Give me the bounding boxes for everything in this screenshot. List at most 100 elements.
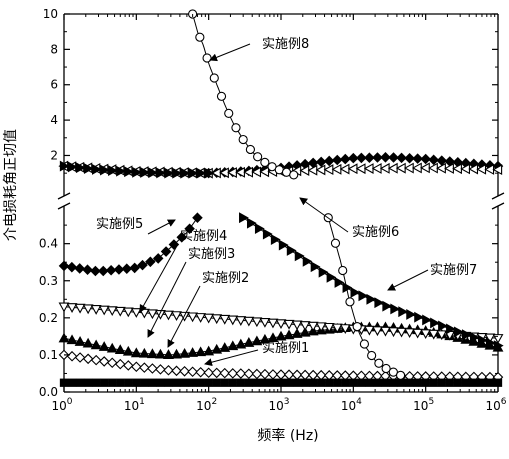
data-point-triangle-left-open [331, 163, 342, 175]
annotation-label: 实施例7 [430, 263, 477, 278]
data-point-circle-open [381, 363, 391, 374]
y-tick-label-lower: 0.3 [39, 274, 58, 288]
y-tick-label-upper: 6 [50, 78, 58, 92]
data-point-square-filled [212, 378, 221, 387]
data-point-diamond-open [155, 364, 166, 375]
data-point-square-filled [373, 378, 382, 387]
data-point-triangle-down-open [114, 306, 126, 317]
data-point-diamond-filled [356, 152, 367, 164]
data-point-triangle-down-open [436, 330, 448, 341]
data-point-triangle-down-open [211, 314, 223, 325]
data-point-diamond-open [114, 358, 126, 370]
data-point-triangle-right-filled [493, 340, 504, 352]
chart-annotations: 实施例8 实施例5 实施例4 实施例3 实施例2 实施例6 实施例7 实施例1 [96, 37, 477, 367]
data-point-circle-open [253, 152, 263, 162]
data-point-triangle-up-filled [98, 341, 110, 351]
data-point-triangle-down-open [299, 321, 311, 331]
data-point-circle-open [238, 134, 248, 145]
series-7 [59, 160, 504, 352]
data-point-triangle-down-open [243, 316, 255, 327]
data-point-diamond-open [227, 368, 239, 379]
data-point-triangle-up-filled [155, 348, 166, 359]
data-point-triangle-down-open [90, 305, 102, 315]
data-point-square-filled [132, 378, 141, 387]
data-point-square-filled [469, 378, 479, 387]
axis-break-mark [57, 202, 71, 210]
annotation-label: 实施例3 [188, 247, 235, 262]
data-point-square-filled [188, 378, 197, 387]
data-point-triangle-right-filled [302, 255, 313, 267]
data-point-circle-open [209, 73, 219, 83]
x-tick-label: 101 [124, 397, 145, 413]
data-point-circle-open [338, 265, 348, 276]
data-point-triangle-up-filled [203, 345, 215, 356]
data-point-square-filled [325, 378, 334, 387]
y-tick-label-upper: 4 [50, 113, 58, 127]
data-point-triangle-right-filled [414, 311, 425, 323]
data-point-triangle-right-filled [75, 162, 86, 174]
chart-ticks: 100 101 102 103 104 105 106 0.0 0.1 0.2 0.3 0.4 2 4 6 8… [39, 7, 507, 413]
data-point-square-filled [276, 378, 286, 387]
data-point-diamond-filled [184, 223, 195, 235]
data-point-triangle-right-filled [294, 250, 305, 262]
data-point-triangle-right-filled [374, 297, 385, 309]
data-point-triangle-left-open [355, 163, 366, 175]
data-point-triangle-right-filled [485, 337, 496, 349]
x-tick-label: 105 [413, 397, 434, 413]
data-point-triangle-down-open [187, 312, 199, 323]
chart-series [58, 9, 504, 387]
data-point-diamond-filled [97, 265, 109, 277]
data-point-square-filled [116, 378, 125, 387]
data-point-diamond-filled [315, 156, 327, 168]
axis-break-mark [491, 192, 505, 200]
axis-break-mark [57, 192, 71, 200]
data-point-triangle-down-open [66, 303, 78, 313]
data-point-triangle-right-filled [239, 212, 249, 224]
data-point-square-filled [357, 378, 366, 387]
data-point-diamond-filled [90, 265, 101, 277]
data-point-triangle-up-filled [179, 347, 190, 358]
data-point-triangle-up-filled [90, 339, 102, 350]
data-point-diamond-open [163, 364, 174, 376]
data-point-square-filled [244, 378, 254, 387]
y-tick-label-upper: 2 [50, 148, 58, 162]
data-point-square-filled [421, 378, 430, 387]
data-point-triangle-up-filled [299, 326, 311, 337]
data-point-diamond-open [243, 368, 255, 380]
data-point-triangle-up-filled [275, 330, 287, 341]
data-point-square-filled [83, 378, 93, 387]
data-point-triangle-left-open [395, 162, 406, 174]
data-point-triangle-right-filled [278, 239, 289, 251]
data-point-circle-open [395, 370, 406, 380]
data-point-triangle-down-open [363, 325, 375, 336]
data-point-square-filled [164, 378, 173, 387]
data-point-triangle-up-filled [130, 347, 142, 358]
data-point-diamond-open [66, 350, 78, 362]
data-point-triangle-down-open [163, 310, 174, 321]
data-point-circle-open [216, 91, 227, 101]
data-point-square-filled [67, 378, 77, 387]
x-tick-label: 103 [268, 397, 289, 413]
data-point-triangle-down-open [98, 305, 110, 316]
annotation-arrow [204, 349, 259, 367]
data-point-diamond-open [171, 365, 182, 377]
data-point-triangle-down-open [251, 317, 263, 328]
data-point-triangle-down-open [339, 324, 351, 334]
data-point-diamond-open [187, 366, 198, 378]
data-point-square-filled [180, 378, 189, 387]
data-point-circle-open [245, 144, 256, 155]
data-point-square-filled [228, 378, 237, 387]
data-point-square-filled [485, 378, 495, 387]
data-point-circle-open [367, 350, 377, 361]
data-point-triangle-right-filled [358, 290, 369, 302]
axis-break-mark [491, 202, 505, 210]
data-point-triangle-right-filled [204, 167, 215, 179]
data-point-triangle-down-open [331, 323, 343, 334]
data-point-circle-open [330, 238, 341, 248]
data-point-triangle-down-open [58, 302, 70, 313]
data-point-square-filled [341, 378, 350, 387]
data-point-triangle-right-filled [254, 223, 265, 234]
data-point-triangle-right-filled [108, 165, 118, 177]
